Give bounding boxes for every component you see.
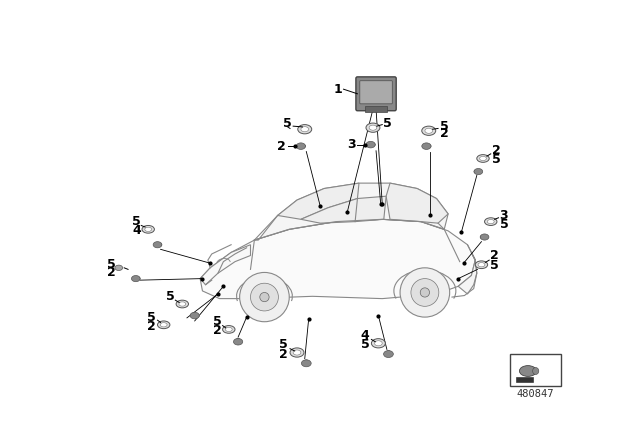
Text: 3: 3 [500, 209, 508, 222]
Ellipse shape [190, 312, 199, 319]
Text: 2: 2 [280, 348, 288, 361]
Ellipse shape [305, 360, 308, 362]
Polygon shape [200, 220, 476, 299]
FancyBboxPatch shape [356, 77, 396, 111]
Text: 480847: 480847 [516, 389, 554, 399]
Bar [510, 354, 561, 386]
Ellipse shape [142, 225, 154, 233]
Ellipse shape [153, 241, 162, 248]
Ellipse shape [225, 327, 232, 332]
Polygon shape [386, 183, 448, 223]
Ellipse shape [115, 265, 123, 271]
Ellipse shape [480, 236, 483, 238]
Text: 5: 5 [284, 117, 292, 130]
Text: 5: 5 [108, 258, 116, 271]
Ellipse shape [366, 142, 375, 148]
Circle shape [400, 268, 450, 317]
Text: 5: 5 [212, 315, 221, 328]
Text: 2: 2 [492, 144, 500, 157]
Ellipse shape [176, 300, 189, 308]
Ellipse shape [369, 125, 377, 130]
Ellipse shape [477, 155, 489, 162]
Text: 5: 5 [500, 218, 508, 231]
Text: 5: 5 [492, 153, 500, 166]
Polygon shape [278, 183, 359, 220]
Text: 3: 3 [347, 138, 356, 151]
Text: 5: 5 [490, 259, 499, 272]
Text: 5: 5 [147, 310, 156, 323]
Text: 2: 2 [277, 140, 286, 153]
Ellipse shape [303, 145, 305, 147]
Polygon shape [254, 183, 448, 240]
Ellipse shape [478, 263, 485, 267]
Ellipse shape [520, 366, 536, 376]
Ellipse shape [371, 339, 385, 348]
Text: 2: 2 [147, 320, 156, 333]
Ellipse shape [487, 220, 494, 224]
Text: 5: 5 [440, 120, 449, 133]
Text: 4: 4 [132, 224, 141, 237]
Text: 1: 1 [333, 83, 342, 96]
Ellipse shape [157, 321, 170, 329]
Ellipse shape [476, 261, 488, 269]
Ellipse shape [372, 143, 375, 146]
Ellipse shape [366, 123, 380, 132]
Ellipse shape [532, 367, 539, 375]
Ellipse shape [290, 348, 304, 357]
Ellipse shape [480, 234, 489, 240]
Ellipse shape [160, 323, 167, 327]
Polygon shape [200, 245, 250, 285]
Ellipse shape [425, 128, 433, 134]
Ellipse shape [145, 227, 152, 232]
Ellipse shape [179, 302, 186, 306]
Circle shape [260, 293, 269, 302]
Text: 2: 2 [490, 249, 499, 262]
Ellipse shape [301, 360, 311, 367]
Ellipse shape [138, 277, 140, 280]
Text: 5: 5 [361, 338, 369, 351]
FancyBboxPatch shape [360, 81, 392, 104]
Polygon shape [301, 196, 386, 223]
Ellipse shape [223, 326, 235, 333]
Ellipse shape [474, 170, 477, 173]
Bar [365, 106, 387, 112]
Ellipse shape [234, 339, 243, 345]
Ellipse shape [383, 351, 394, 358]
Ellipse shape [159, 243, 162, 246]
Ellipse shape [479, 156, 486, 160]
Ellipse shape [293, 350, 301, 355]
Text: 5: 5 [280, 338, 288, 351]
Text: 2: 2 [108, 266, 116, 279]
Ellipse shape [237, 339, 240, 340]
Ellipse shape [301, 127, 308, 132]
Ellipse shape [196, 314, 199, 317]
Ellipse shape [296, 143, 305, 150]
Circle shape [411, 279, 439, 306]
Ellipse shape [387, 351, 390, 353]
Circle shape [420, 288, 429, 297]
Text: 5: 5 [132, 215, 141, 228]
Text: 5: 5 [166, 290, 174, 303]
Ellipse shape [131, 276, 140, 282]
Text: 5: 5 [383, 116, 392, 129]
Text: 2: 2 [440, 127, 449, 140]
Circle shape [250, 283, 278, 311]
Circle shape [239, 272, 289, 322]
Polygon shape [458, 252, 477, 294]
Ellipse shape [484, 218, 497, 225]
Text: 2: 2 [212, 324, 221, 337]
Bar [516, 377, 533, 382]
Ellipse shape [422, 126, 436, 135]
Ellipse shape [474, 168, 483, 175]
Text: 4: 4 [361, 329, 369, 342]
Ellipse shape [374, 341, 382, 346]
Ellipse shape [428, 145, 431, 147]
Ellipse shape [422, 143, 431, 150]
Ellipse shape [298, 125, 312, 134]
